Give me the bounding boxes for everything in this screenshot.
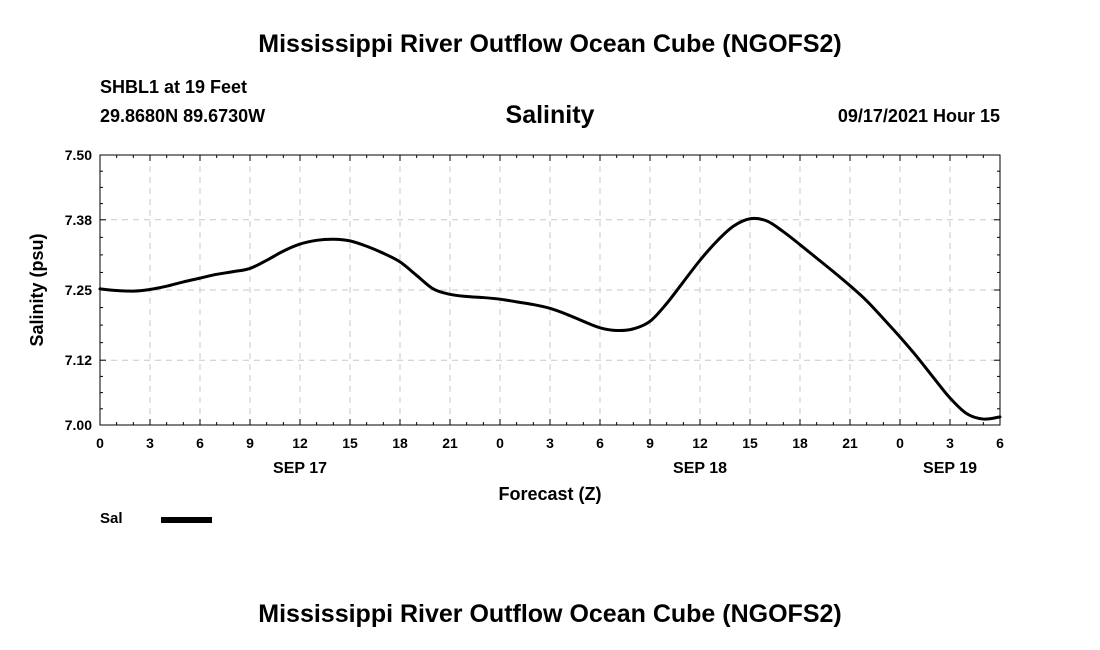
y-tick-label: 7.38 bbox=[65, 212, 92, 228]
x-tick-label: 6 bbox=[596, 435, 604, 451]
x-tick-label: 12 bbox=[692, 435, 708, 451]
station-coordinates: 29.8680N 89.6730W bbox=[100, 106, 266, 126]
y-tick-label: 7.12 bbox=[65, 352, 92, 368]
x-tick-label: 0 bbox=[496, 435, 504, 451]
x-tick-label: 12 bbox=[292, 435, 308, 451]
x-tick-label: 21 bbox=[842, 435, 858, 451]
axis-labels: 0 3 6 9 12 15 18 21 0 3 6 9 12 15 18 21 0 3 6 7.00 7.12 7.25 7… bbox=[65, 147, 1004, 477]
y-tick-label: 7.00 bbox=[65, 417, 92, 433]
x-tick-label: 15 bbox=[342, 435, 358, 451]
x-tick-label: 9 bbox=[646, 435, 654, 451]
date-label: SEP 18 bbox=[673, 460, 727, 477]
forecast-issue-time: 09/17/2021 Hour 15 bbox=[837, 106, 1000, 126]
legend-label: Sal bbox=[100, 510, 123, 527]
x-axis-title: Forecast (Z) bbox=[498, 484, 601, 504]
y-tick-label: 7.25 bbox=[65, 282, 92, 298]
series-line-sal bbox=[98, 216, 1002, 421]
y-axis-title: Salinity (psu) bbox=[27, 233, 47, 346]
footer-title: Mississippi River Outflow Ocean Cube (NG… bbox=[258, 600, 842, 628]
grid-lines bbox=[100, 155, 1000, 425]
x-tick-label: 21 bbox=[442, 435, 458, 451]
x-tick-label: 0 bbox=[96, 435, 104, 451]
x-tick-label: 9 bbox=[246, 435, 254, 451]
date-label: SEP 19 bbox=[923, 460, 977, 477]
chart-title: Salinity bbox=[505, 101, 595, 129]
main-title: Mississippi River Outflow Ocean Cube (NG… bbox=[258, 30, 842, 58]
x-tick-label: 6 bbox=[196, 435, 204, 451]
date-label: SEP 17 bbox=[273, 460, 327, 477]
x-tick-label: 18 bbox=[392, 435, 408, 451]
x-tick-label: 3 bbox=[146, 435, 154, 451]
x-tick-label: 18 bbox=[792, 435, 808, 451]
x-tick-label: 0 bbox=[896, 435, 904, 451]
legend-swatch bbox=[161, 517, 212, 523]
x-tick-label: 15 bbox=[742, 435, 758, 451]
series-layer bbox=[98, 216, 1002, 421]
x-tick-label: 6 bbox=[996, 435, 1004, 451]
x-tick-label: 3 bbox=[946, 435, 954, 451]
y-tick-label: 7.50 bbox=[65, 147, 92, 163]
station-name: SHBL1 at 19 Feet bbox=[100, 77, 248, 97]
x-tick-label: 3 bbox=[546, 435, 554, 451]
